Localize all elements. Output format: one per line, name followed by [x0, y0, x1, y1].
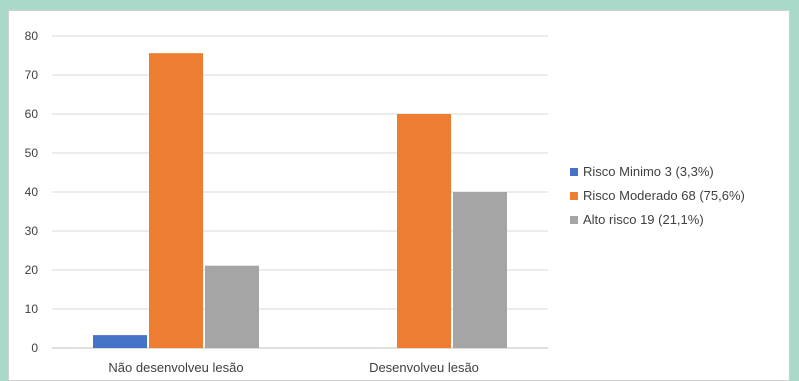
bars — [93, 53, 507, 348]
legend-label: Risco Minimo 3 (3,3%) — [583, 164, 714, 179]
y-tick-label: 40 — [25, 185, 39, 199]
legend-swatch — [570, 216, 578, 224]
legend-swatch — [570, 192, 578, 200]
y-tick-label: 70 — [25, 68, 39, 82]
legend-label: Risco Moderado 68 (75,6%) — [583, 188, 745, 203]
y-tick-label: 0 — [31, 341, 38, 355]
y-tick-label: 30 — [25, 224, 39, 238]
bar — [93, 335, 147, 348]
bar — [149, 53, 203, 348]
y-tick-label: 50 — [25, 146, 39, 160]
y-tick-label: 80 — [25, 29, 39, 43]
legend-swatch — [570, 168, 578, 176]
legend: Risco Minimo 3 (3,3%) Risco Moderado 68 (… — [570, 164, 745, 227]
x-category-label: Não desenvolveu lesão — [108, 360, 243, 375]
legend-label: Alto risco 19 (21,1%) — [583, 212, 704, 227]
y-tick-label: 10 — [25, 302, 39, 316]
bar — [453, 192, 507, 348]
x-category-label: Desenvolveu lesão — [369, 360, 479, 375]
bar — [397, 114, 451, 348]
y-tick-label: 60 — [25, 107, 39, 121]
x-axis: Não desenvolveu lesão Desenvolveu lesão — [108, 360, 479, 375]
bar — [205, 265, 259, 348]
y-tick-label: 20 — [25, 263, 39, 277]
y-axis: 0 10 20 30 40 50 60 70 80 — [25, 29, 39, 355]
